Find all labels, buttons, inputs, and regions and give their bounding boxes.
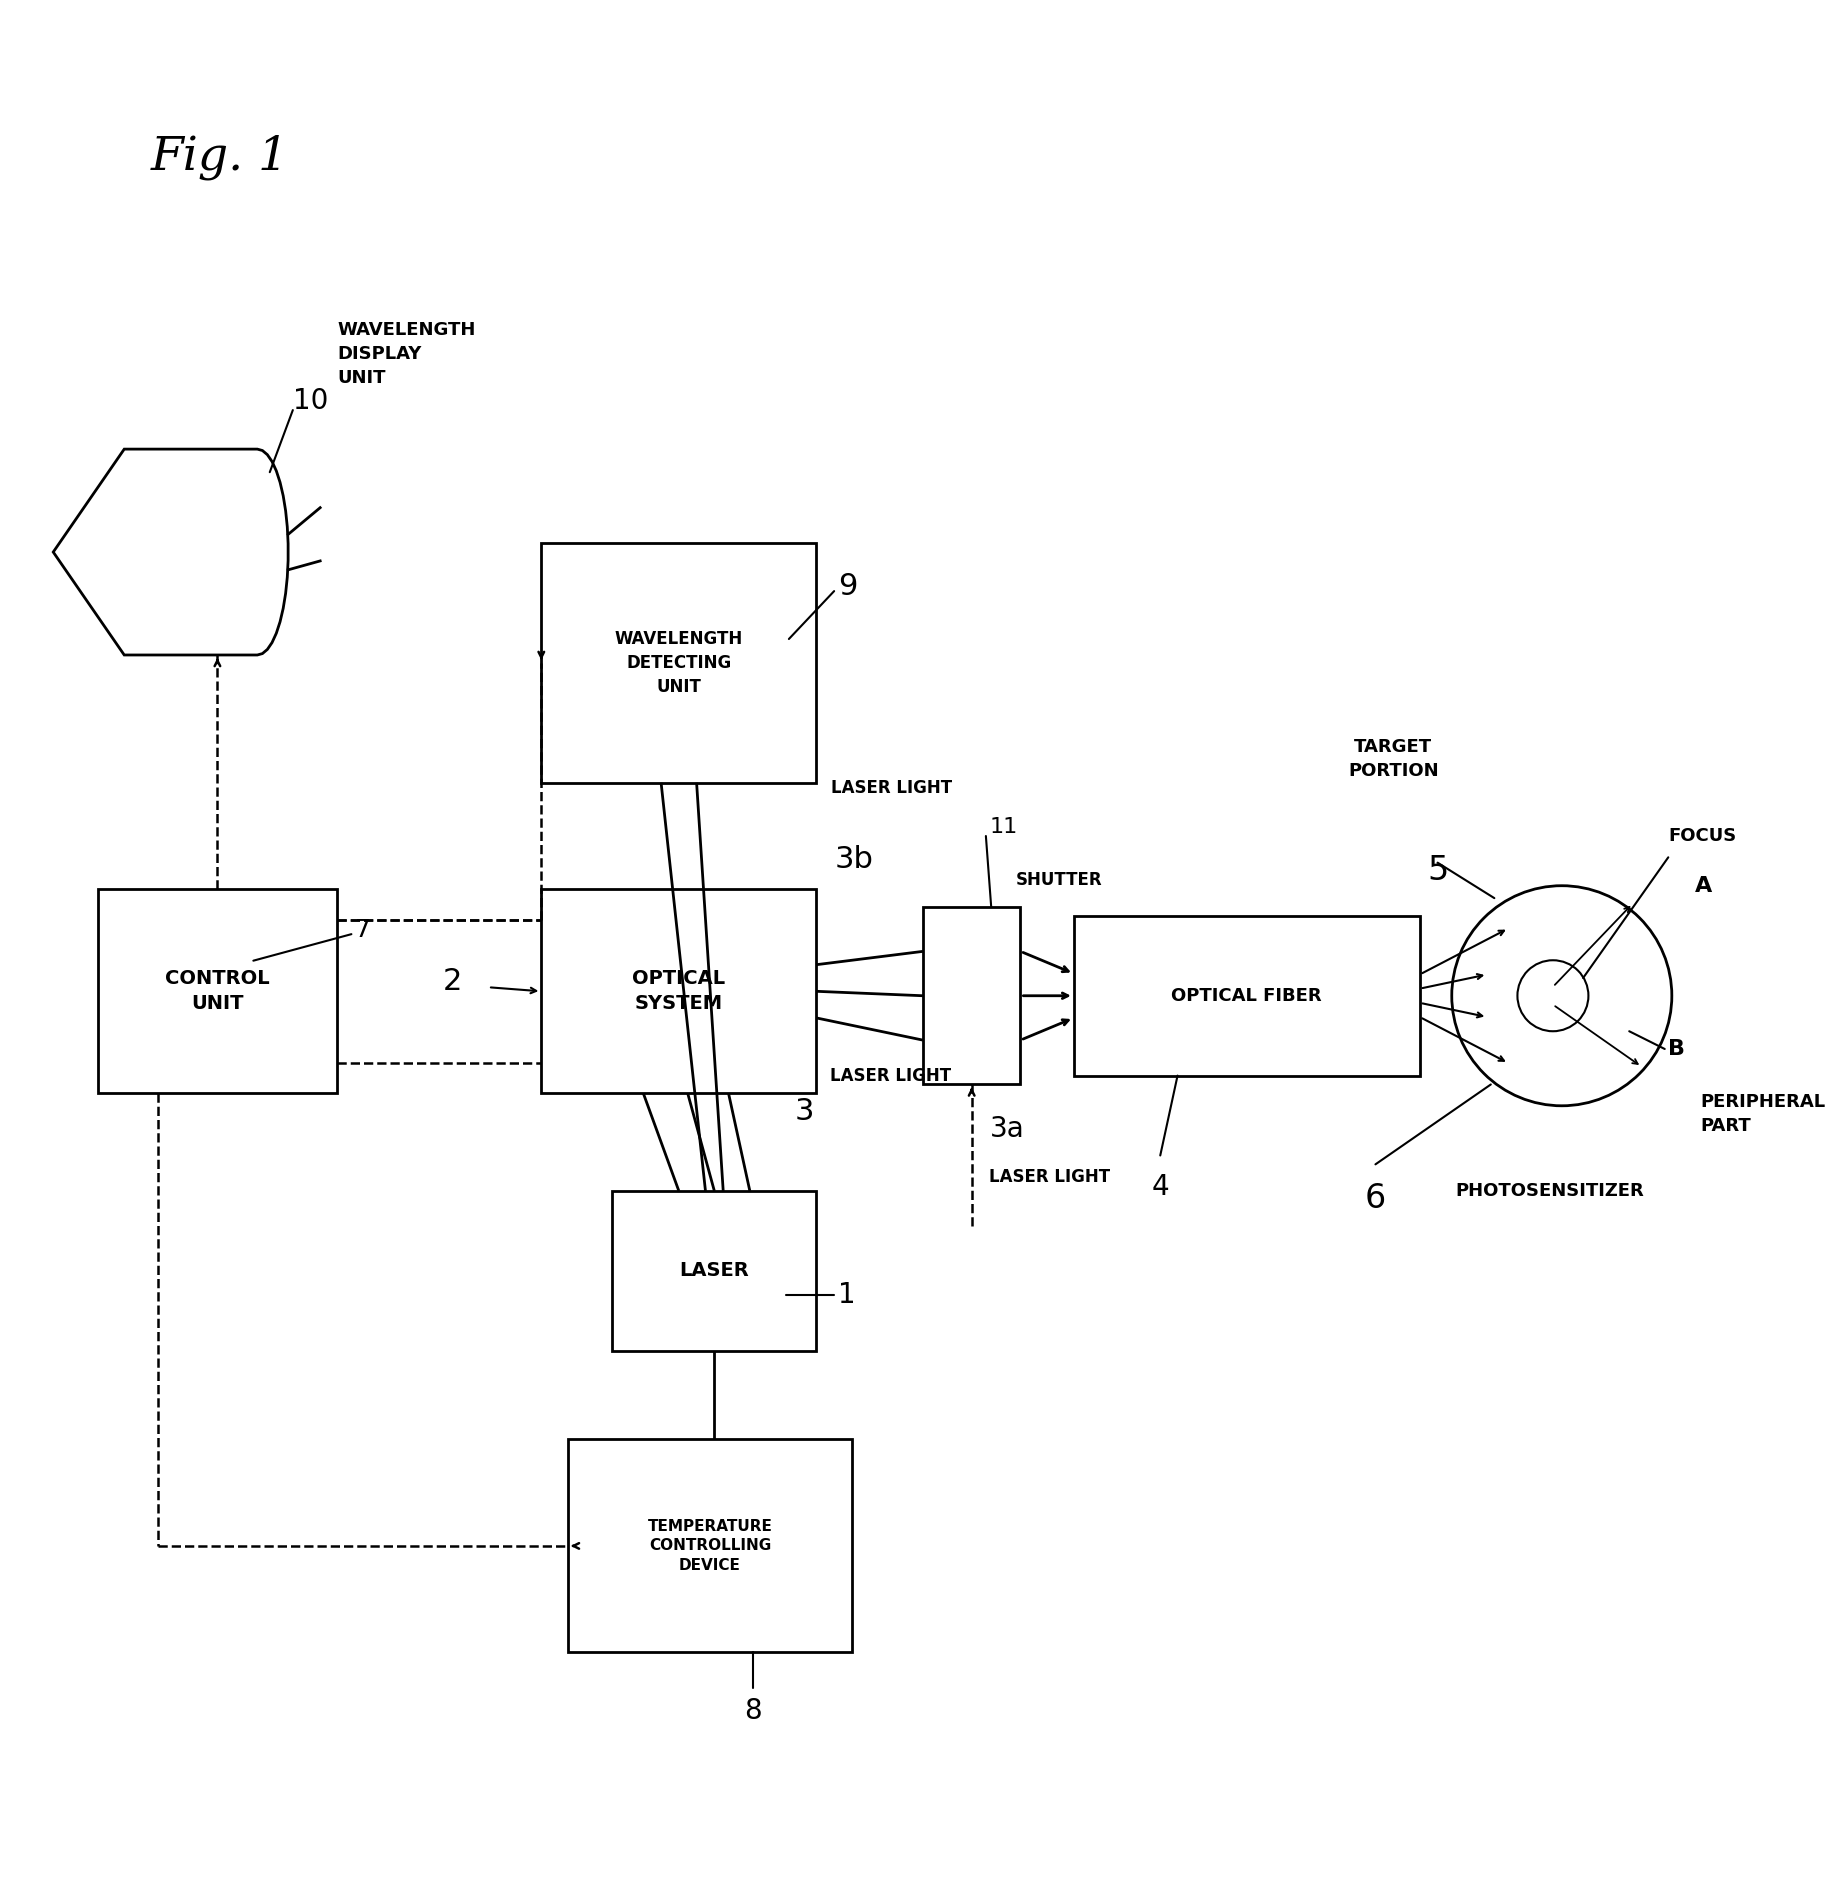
Polygon shape	[53, 449, 289, 654]
Text: 5: 5	[1427, 854, 1447, 886]
Text: PERIPHERAL
PART: PERIPHERAL PART	[1699, 1093, 1824, 1135]
Text: LASER: LASER	[679, 1261, 748, 1280]
Text: TEMPERATURE
CONTROLLING
DEVICE: TEMPERATURE CONTROLLING DEVICE	[647, 1519, 772, 1574]
Text: OPTICAL
SYSTEM: OPTICAL SYSTEM	[633, 969, 725, 1014]
Text: LASER LIGHT: LASER LIGHT	[989, 1169, 1111, 1186]
Text: CONTROL
UNIT: CONTROL UNIT	[166, 969, 270, 1014]
Bar	[923, 907, 1021, 1084]
Text: FOCUS: FOCUS	[1668, 828, 1736, 844]
Text: LASER LIGHT: LASER LIGHT	[829, 779, 951, 797]
Text: OPTICAL FIBER: OPTICAL FIBER	[1171, 986, 1322, 1005]
Bar	[1074, 916, 1420, 1076]
Text: 11: 11	[989, 816, 1017, 837]
Text: 8: 8	[743, 1696, 761, 1725]
Text: Fig. 1: Fig. 1	[151, 136, 289, 181]
Text: A: A	[1694, 877, 1712, 895]
Bar	[541, 543, 817, 782]
Text: 1: 1	[837, 1280, 855, 1308]
Text: 3: 3	[794, 1097, 813, 1125]
Bar	[97, 890, 337, 1093]
Bar	[568, 1440, 851, 1653]
Text: LASER LIGHT: LASER LIGHT	[829, 1067, 951, 1084]
Text: 4: 4	[1151, 1172, 1168, 1201]
Text: WAVELENGTH
DETECTING
UNIT: WAVELENGTH DETECTING UNIT	[614, 630, 743, 696]
Text: B: B	[1668, 1039, 1685, 1059]
Text: 3b: 3b	[833, 844, 872, 875]
Text: 10: 10	[292, 386, 327, 415]
Text: 3a: 3a	[989, 1114, 1024, 1142]
Bar	[541, 890, 817, 1093]
Text: 9: 9	[837, 571, 857, 601]
Bar	[612, 1191, 817, 1352]
Text: PHOTOSENSITIZER: PHOTOSENSITIZER	[1455, 1182, 1644, 1201]
Text: 2: 2	[443, 967, 462, 995]
Text: 6: 6	[1365, 1182, 1385, 1216]
Text: WAVELENGTH
DISPLAY
UNIT: WAVELENGTH DISPLAY UNIT	[337, 320, 474, 386]
Text: 7: 7	[355, 918, 371, 942]
Text: TARGET
PORTION: TARGET PORTION	[1348, 739, 1438, 780]
Text: SHUTTER: SHUTTER	[1015, 871, 1102, 890]
